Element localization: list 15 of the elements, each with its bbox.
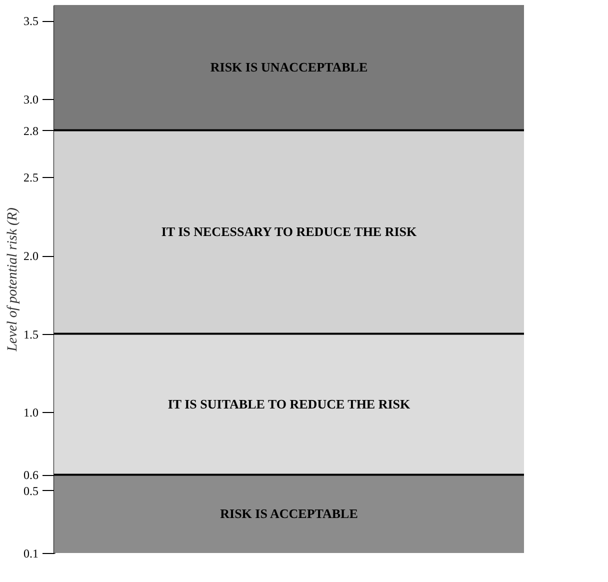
y-tick-label: 1.5 [24,327,38,342]
y-tick-label: 2.5 [24,170,38,185]
band-label: IT IS SUITABLE TO REDUCE THE RISK [168,396,412,412]
band-label: IT IS NECESSARY TO REDUCE THE RISK [161,224,418,240]
y-axis-title: Level of potential risk (R) [6,207,20,352]
band-label: RISK IS ACCEPTABLE [220,506,358,521]
y-tick-label: 0.1 [24,546,38,560]
y-tick-label: 0.6 [24,468,38,482]
y-tick-label: 3.0 [24,92,38,106]
y-tick-label: 2.0 [24,249,38,264]
y-tick-label: 3.5 [24,14,38,28]
y-tick-label: 0.5 [24,484,38,498]
y-tick-label: 1.0 [24,406,38,420]
y-tick-label: 2.8 [24,124,38,138]
band-label: RISK IS UNACCEPTABLE [210,60,368,75]
